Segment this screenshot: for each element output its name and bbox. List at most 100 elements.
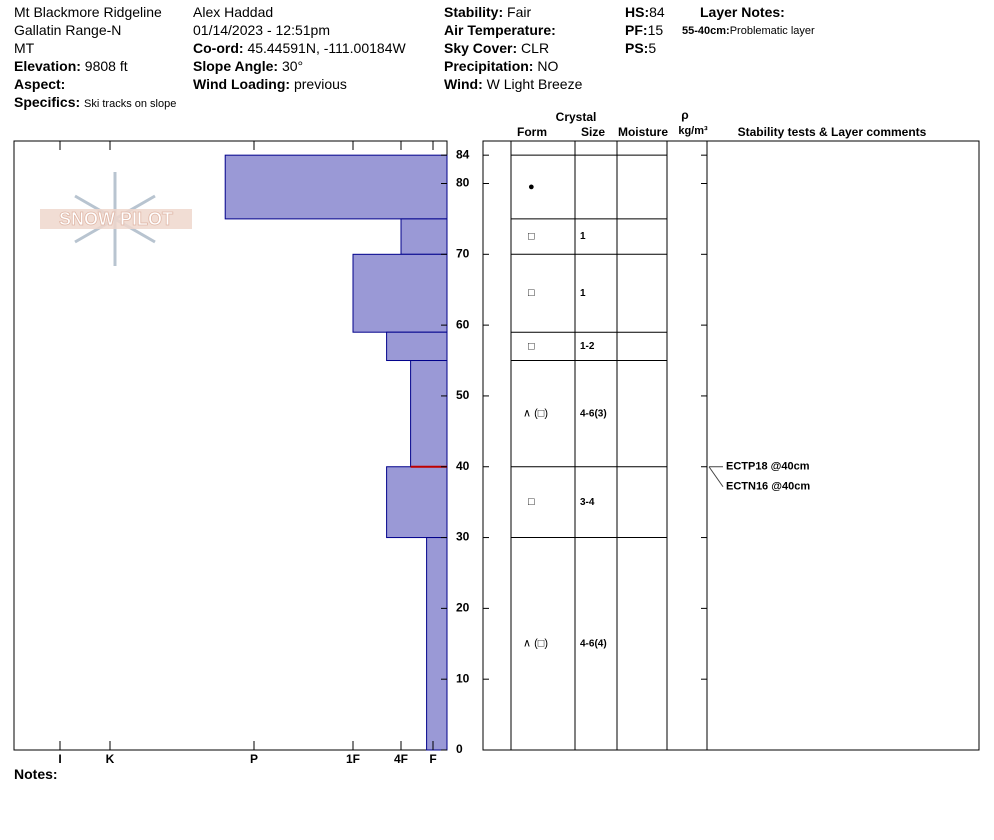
label: Co-ord: [193, 40, 244, 56]
depth: 55-40cm: [682, 25, 730, 37]
sky: Sky Cover: CLR [444, 39, 549, 57]
x-tick-label: I [58, 752, 61, 766]
crystal-form: □ [528, 496, 535, 508]
pf: PF:15 [625, 21, 663, 39]
text: Problematic layer [729, 25, 815, 37]
label: Layer Notes: [700, 4, 785, 20]
test-arrow [708, 466, 724, 488]
wind-loading: Wind Loading: previous [193, 75, 347, 93]
label: Stability: [444, 4, 504, 20]
label: Sky Cover: [444, 40, 518, 56]
y-tick-label: 70 [456, 246, 470, 260]
wind: Wind: W Light Breeze [444, 75, 582, 93]
hardness-bar [386, 331, 448, 362]
layer-notes: Layer Notes: [700, 3, 785, 21]
range: Gallatin Range-N [14, 22, 122, 38]
value: 9808 ft [84, 58, 128, 74]
value: NO [537, 58, 559, 74]
y-tick-label: 10 [456, 671, 470, 685]
logo-band [40, 209, 192, 229]
label: Aspect: [14, 76, 66, 92]
stability: Stability: Fair [444, 3, 531, 21]
profile-frame [13, 140, 448, 751]
crystal-size: 4-6(4) [580, 638, 607, 649]
label: Precipitation: [444, 58, 534, 74]
y-tick-label: 84 [456, 147, 470, 161]
header-form: Form [517, 125, 547, 139]
x-tick-label: P [250, 752, 258, 766]
label: Slope Angle: [193, 58, 279, 74]
hardness-bar [400, 218, 448, 255]
y-tick-label: 80 [456, 176, 470, 190]
observer: Alex Haddad [193, 4, 274, 20]
label: PF: [625, 22, 648, 38]
crystal-form: □ [528, 340, 535, 352]
column-lines [510, 141, 708, 750]
y-tick-label: 60 [456, 317, 470, 331]
crystal-form: □ [528, 231, 535, 243]
header-size: Size [581, 125, 605, 139]
hardness-bar [426, 537, 448, 751]
hardness-bar [386, 466, 448, 539]
y-tick-label: 30 [456, 530, 470, 544]
label: Specifics: [14, 94, 81, 110]
crystal-form: □ [528, 287, 535, 299]
value: Fair [507, 4, 532, 20]
stability-test: ECTP18 @40cm [726, 461, 810, 473]
ps: PS:5 [625, 39, 656, 57]
value: previous [293, 76, 347, 92]
header-comments: Stability tests & Layer comments [738, 125, 927, 139]
label: HS: [625, 4, 650, 20]
value: Ski tracks on slope [84, 98, 177, 110]
hardness-bar [352, 253, 448, 333]
label: Notes: [14, 766, 58, 782]
label: Wind Loading: [193, 76, 291, 92]
y-tick-label: 0 [456, 742, 463, 756]
crystal-size: 1 [580, 231, 586, 242]
aspect: Aspect: [14, 75, 65, 93]
value: 5 [648, 40, 657, 56]
logo-text: SNOW PILOT [59, 209, 173, 229]
value: CLR [521, 40, 550, 56]
crystal-size: 1-2 [580, 341, 595, 352]
crystal-form: ∧ (□) [523, 638, 548, 650]
crystal-size: 4-6(3) [580, 408, 607, 419]
specifics: Specifics: Ski tracks on slope [14, 93, 176, 113]
y-tick-label: 20 [456, 601, 470, 615]
site: Mt Blackmore Ridgeline [14, 4, 162, 20]
air-temp: Air Temperature: [444, 21, 556, 39]
crystal-size: 3-4 [580, 497, 595, 508]
column-headers: Crystal Form Size Moisture ρ kg/m³ Stabi… [517, 108, 927, 139]
stability-test: ECTN16 @40cm [726, 481, 810, 493]
header-density-unit: kg/m³ [678, 125, 708, 137]
precip: Precipitation: NO [444, 57, 558, 75]
datetime: 01/14/2023 - 12:51pm [193, 22, 330, 38]
hs: HS:84 [625, 3, 665, 21]
x-tick-label: 4F [394, 752, 408, 766]
label: Air Temperature: [444, 22, 556, 38]
header-crystal: Crystal [556, 110, 597, 124]
value: 15 [647, 22, 664, 38]
value: 84 [649, 4, 665, 20]
elevation: Elevation: 9808 ft [14, 57, 128, 75]
crystal-form: ● [528, 181, 535, 193]
notes: Notes: [14, 765, 58, 783]
x-tick-label: 1F [346, 752, 360, 766]
value: 30° [281, 58, 304, 74]
layer-note: 55-40cm:Problematic layer [682, 22, 815, 40]
y-tick-label: 50 [456, 388, 470, 402]
value: W Light Breeze [486, 76, 583, 92]
crystal-size: 1 [580, 288, 586, 299]
coord: Co-ord: 45.44591N, -111.00184W [193, 39, 406, 57]
header-moisture: Moisture [618, 125, 668, 139]
hardness-bar [410, 360, 448, 468]
x-tick-label: K [106, 752, 115, 766]
crystal-form: ∧ (□) [523, 408, 548, 420]
value: 45.44591N, -111.00184W [247, 40, 406, 56]
label: Elevation: [14, 58, 81, 74]
label: Wind: [444, 76, 483, 92]
hardness-bar [224, 154, 448, 220]
slope: Slope Angle: 30° [193, 57, 303, 75]
